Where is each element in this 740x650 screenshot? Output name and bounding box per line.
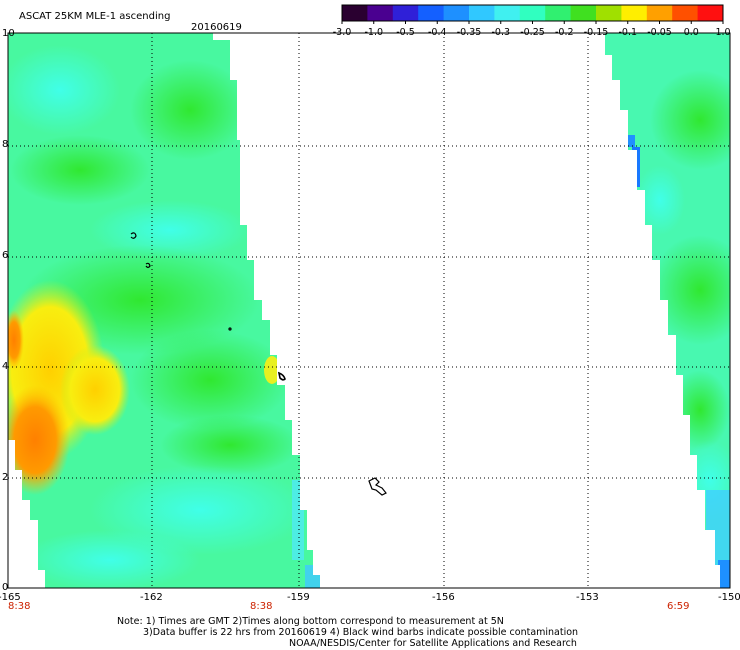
x-label-153: -153 (576, 592, 599, 603)
x-label-156: -156 (432, 592, 455, 603)
colorbar-tick-label: -0.15 (584, 27, 609, 38)
colorbar-swatch (494, 5, 521, 21)
colorbar-swatch (672, 5, 699, 21)
colorbar-swatch (469, 5, 495, 21)
y-label-0: 0 (2, 582, 9, 593)
colorbar-tick-label: -1.0 (364, 27, 383, 38)
colorbar-swatch (342, 5, 368, 21)
colorbar-tick-label: -0.35 (457, 27, 482, 38)
colorbar-swatch (367, 5, 394, 21)
pass-time-west: 8:38 (8, 601, 31, 612)
colorbar-swatch (570, 5, 597, 21)
colorbar-tick-label: -3.0 (333, 27, 352, 38)
colorbar: -3.0 -1.0 -0.5 -0.4 -0.35 -0.3 -0.25 -0.2 -0.15-… (333, 4, 731, 38)
plot-frame (7, 32, 731, 589)
colorbar-tick-label: -0.1 (618, 27, 637, 38)
x-label-159: -159 (287, 592, 310, 603)
y-label-6: 6 (2, 250, 9, 261)
colorbar-swatch (596, 5, 622, 21)
product-title: ASCAT 25KM MLE-1 ascending (19, 11, 171, 22)
x-label-162: -162 (140, 592, 163, 603)
colorbar-tick-label: -0.5 (396, 27, 415, 38)
colorbar-swatch (545, 5, 572, 21)
colorbar-swatch (697, 5, 724, 21)
footer-note-3: NOAA/NESDIS/Center for Satellite Applica… (289, 638, 577, 649)
pass-time-east: 6:59 (667, 601, 690, 612)
y-label-4: 4 (2, 361, 9, 372)
colorbar-swatch (621, 5, 648, 21)
colorbar-swatch (646, 5, 673, 21)
colorbar-swatch (443, 5, 470, 21)
colorbar-tick-label: -0.4 (428, 27, 447, 38)
island-outlines (130, 232, 387, 496)
x-label-150: -150 (718, 592, 740, 603)
footer-note-1: Note: 1) Times are GMT 2)Times along bot… (117, 616, 504, 627)
colorbar-tick-label: -0.3 (491, 27, 510, 38)
colorbar-tick-label: -0.25 (520, 27, 545, 38)
colorbar-tick-label: 1.0 (715, 27, 730, 38)
colorbar-tick-label: 0.0 (684, 27, 699, 38)
east-swath (605, 33, 730, 588)
colorbar-swatch (519, 5, 546, 21)
product-date: 20160619 (191, 22, 242, 33)
colorbar-tick-label: -0.05 (647, 27, 672, 38)
colorbar-swatch (392, 5, 419, 21)
colorbar-swatch (418, 5, 445, 21)
pass-time-middle: 8:38 (250, 601, 273, 612)
footer-note-2: 3)Data buffer is 22 hrs from 20160619 4)… (143, 627, 579, 638)
x-label-165: -165 (0, 592, 21, 603)
y-label-8: 8 (2, 139, 9, 150)
west-swath (8, 33, 320, 588)
graticule (8, 33, 730, 588)
y-label-2: 2 (2, 472, 9, 483)
colorbar-tick-label: -0.2 (555, 27, 574, 38)
y-label-10: 10 (2, 28, 15, 39)
